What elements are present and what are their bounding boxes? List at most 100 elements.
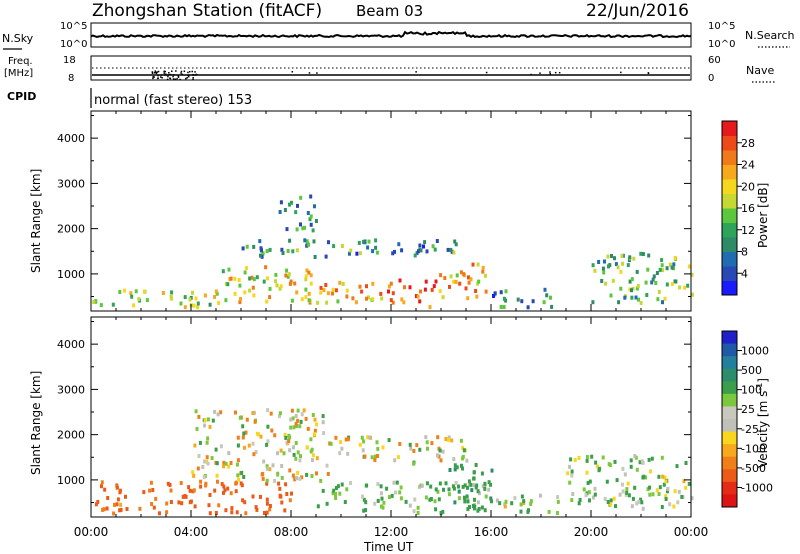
velocity-cell <box>662 482 666 487</box>
velocity-cell <box>635 467 639 472</box>
velocity-cell <box>463 499 467 504</box>
velocity-cell <box>463 495 466 500</box>
velocity-cell <box>179 481 183 485</box>
velocity-cell <box>625 487 629 492</box>
velocity-cell <box>364 500 368 505</box>
power-cell <box>606 254 610 259</box>
velocity-cell <box>598 466 602 471</box>
velocity-cell <box>438 481 442 486</box>
velocity-cell <box>299 419 303 424</box>
power-cell <box>630 295 634 300</box>
power-cell <box>345 294 349 299</box>
velocity-cell <box>276 451 279 456</box>
velocity-cell <box>387 438 391 443</box>
power-cell <box>129 291 133 296</box>
velocity-cell <box>138 506 142 511</box>
power-cell <box>264 265 268 270</box>
power-cell <box>237 278 241 282</box>
velocity-cell <box>459 438 463 443</box>
velocity-cell <box>577 501 581 506</box>
power-cell <box>278 286 282 291</box>
velocity-cell <box>288 498 292 503</box>
velocity-cell <box>188 500 192 505</box>
velocity-cell <box>244 430 248 435</box>
freq-dot <box>168 71 170 74</box>
velocity-cell <box>340 446 344 451</box>
velocity-cell <box>292 452 296 457</box>
power-cell <box>543 287 547 292</box>
velocity-cell <box>315 456 319 461</box>
velocity-cell <box>315 422 319 427</box>
time-tick-label: 12:00 <box>374 525 409 539</box>
velocity-cell <box>293 477 297 482</box>
freq-tick-top: 18 <box>63 55 76 66</box>
velocity-cell <box>349 481 352 485</box>
power-cell <box>646 267 650 272</box>
velocity-cell <box>263 511 266 515</box>
velocity-cell <box>585 455 589 459</box>
power-cell <box>179 301 183 306</box>
power-cell <box>408 285 412 290</box>
velocity-cell <box>568 480 572 485</box>
velocity-range-tick: 4000 <box>57 338 85 351</box>
velocity-cell <box>364 508 368 513</box>
velocity-cell <box>365 483 369 488</box>
power-cell <box>252 244 256 249</box>
velocity-cell <box>94 502 98 507</box>
velocity-cell <box>325 501 329 506</box>
power-cell <box>542 300 546 305</box>
velocity-cell <box>398 442 402 446</box>
velocity-cell <box>150 502 154 506</box>
velocity-cell <box>640 500 644 505</box>
velocity-cell <box>396 455 400 460</box>
velocity-cell <box>650 456 654 461</box>
power-cell <box>288 238 292 243</box>
power-cell <box>233 276 237 281</box>
freq-dot <box>155 72 158 75</box>
velocity-cell <box>453 500 457 505</box>
velocity-cell <box>361 448 365 453</box>
power-cell <box>92 300 96 304</box>
freq-dot <box>415 71 417 73</box>
power-cell <box>635 269 639 274</box>
velocity-cell <box>447 492 451 497</box>
freq-dot <box>176 77 178 80</box>
freq-dot <box>152 77 154 80</box>
velocity-cell <box>380 496 384 501</box>
power-cell <box>291 249 295 254</box>
velocity-cell <box>663 475 667 480</box>
velocity-cell <box>294 414 298 418</box>
colorbar-tick-label: -100 <box>741 442 766 455</box>
velocity-cell <box>206 417 210 422</box>
power-cell <box>170 290 174 295</box>
power-cell <box>349 248 353 253</box>
power-cell <box>593 268 597 273</box>
freq-dot <box>291 71 294 73</box>
power-cell <box>448 284 451 289</box>
freq-dot <box>554 71 557 74</box>
freq-dot <box>647 72 650 75</box>
velocity-cell <box>191 470 195 475</box>
power-cell <box>469 277 473 282</box>
velocity-cell <box>266 408 270 413</box>
power-cell <box>686 283 690 288</box>
velocity-cell <box>633 485 637 490</box>
freq-label: Freq. <box>8 56 33 67</box>
freq-tick-bottom: 8 <box>68 73 74 84</box>
power-cell <box>616 265 620 270</box>
noise-trace <box>90 30 692 39</box>
power-cell <box>439 273 443 278</box>
velocity-cell <box>467 479 471 484</box>
velocity-cell <box>430 441 434 446</box>
velocity-panel: 1000 2000 3000 4000 Slant Range [km] <box>29 316 694 518</box>
velocity-cell <box>424 435 428 440</box>
velocity-cell <box>644 475 647 480</box>
colorbar-segment <box>722 444 737 458</box>
velocity-cell <box>498 501 502 506</box>
power-cell <box>268 286 272 291</box>
velocity-cell <box>291 473 295 478</box>
power-cell <box>215 291 219 296</box>
velocity-cell <box>311 458 314 462</box>
power-cell <box>300 297 304 302</box>
time-tick-label: 00:00 <box>74 525 109 539</box>
